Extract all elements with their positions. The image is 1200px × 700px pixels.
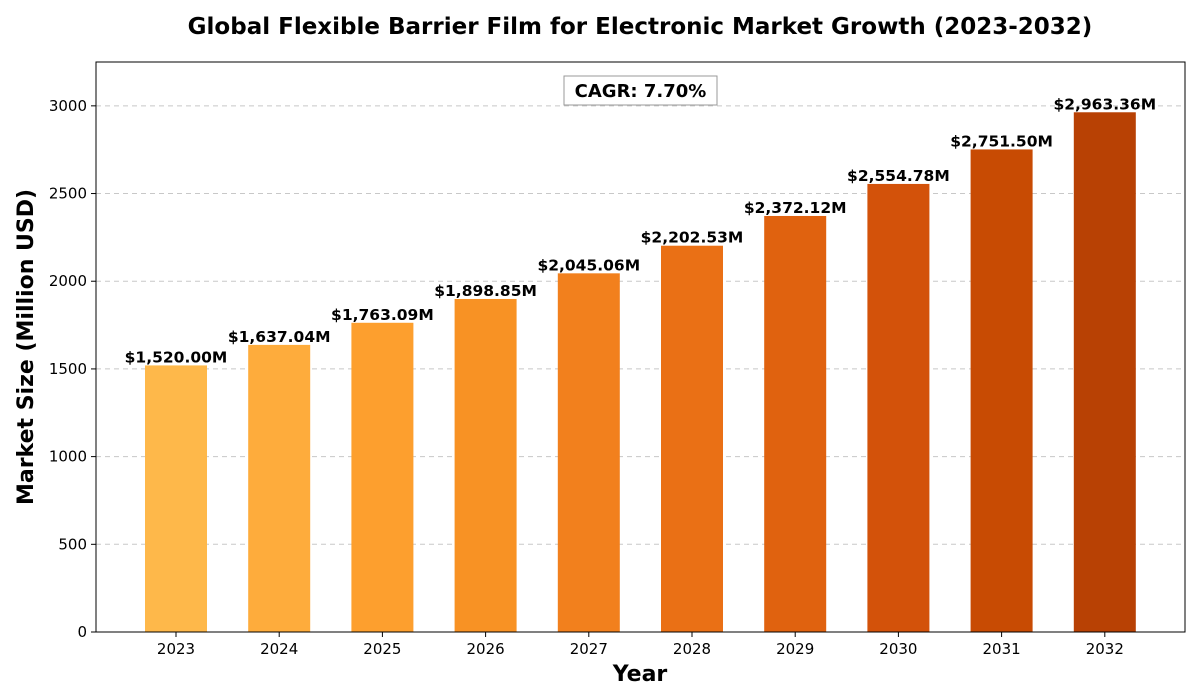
data-label-2027: $2,045.06M — [537, 256, 640, 274]
bars — [145, 112, 1136, 633]
x-tick-label: 2024 — [260, 640, 298, 658]
y-axis-title: Market Size (Million USD) — [14, 189, 39, 505]
bar-2029 — [764, 215, 827, 632]
data-label-2032: $2,963.36M — [1053, 95, 1156, 113]
plot-frame — [95, 61, 1186, 633]
x-tick-label: 2030 — [879, 640, 917, 658]
data-label-2026: $1,898.85M — [434, 282, 537, 300]
data-label-2031: $2,751.50M — [950, 132, 1053, 150]
x-axis: 2023 2024 2025 2026 2027 2028 2029 2030 2031 2032 — [157, 632, 1124, 658]
x-tick-label: 2028 — [673, 640, 711, 658]
data-label-2023: $1,520.00M — [125, 348, 228, 366]
bar-2025 — [351, 322, 414, 632]
x-tick-label: 2026 — [467, 640, 505, 658]
bar-2027 — [557, 273, 620, 632]
x-tick-label: 2027 — [570, 640, 608, 658]
cagr-box — [563, 75, 718, 106]
cagr-annotation: CAGR: 7.70% — [563, 75, 718, 106]
bar-2030 — [867, 183, 930, 632]
x-tick-label: 2025 — [363, 640, 401, 658]
bar-2024 — [248, 344, 311, 632]
y-tick-label: 1500 — [49, 360, 87, 378]
y-tick-label: 0 — [77, 623, 87, 641]
bar-2028 — [661, 245, 723, 632]
y-tick-label: 500 — [58, 535, 87, 553]
y-tick-label: 2000 — [49, 272, 87, 290]
x-axis-title: Year — [612, 662, 668, 687]
data-label-2028: $2,202.53M — [641, 229, 744, 247]
bar-2031 — [970, 149, 1033, 632]
data-labels: $1,520.00M$1,637.04M$1,763.09M$1,898.85M… — [125, 95, 1157, 366]
cagr-text: CAGR: 7.70% — [575, 81, 707, 102]
x-tick-label: 2023 — [157, 640, 195, 658]
bar-2026 — [454, 298, 517, 632]
data-label-2030: $2,554.78M — [847, 167, 950, 185]
y-tick-label: 2500 — [49, 185, 87, 203]
data-label-2024: $1,637.04M — [228, 328, 331, 346]
x-tick-label: 2029 — [776, 640, 814, 658]
x-tick-label: 2032 — [1086, 640, 1124, 658]
data-label-2025: $1,763.09M — [331, 306, 434, 324]
y-axis: 0 500 1000 1500 2000 2500 3000 — [49, 97, 96, 641]
bar-2032 — [1073, 112, 1136, 633]
y-tick-label: 3000 — [49, 97, 87, 115]
chart-title: Global Flexible Barrier Film for Electro… — [188, 14, 1093, 40]
bar-2023 — [145, 365, 207, 632]
data-label-2029: $2,372.12M — [744, 199, 847, 217]
y-tick-label: 1000 — [49, 448, 87, 466]
x-tick-label: 2031 — [983, 640, 1021, 658]
